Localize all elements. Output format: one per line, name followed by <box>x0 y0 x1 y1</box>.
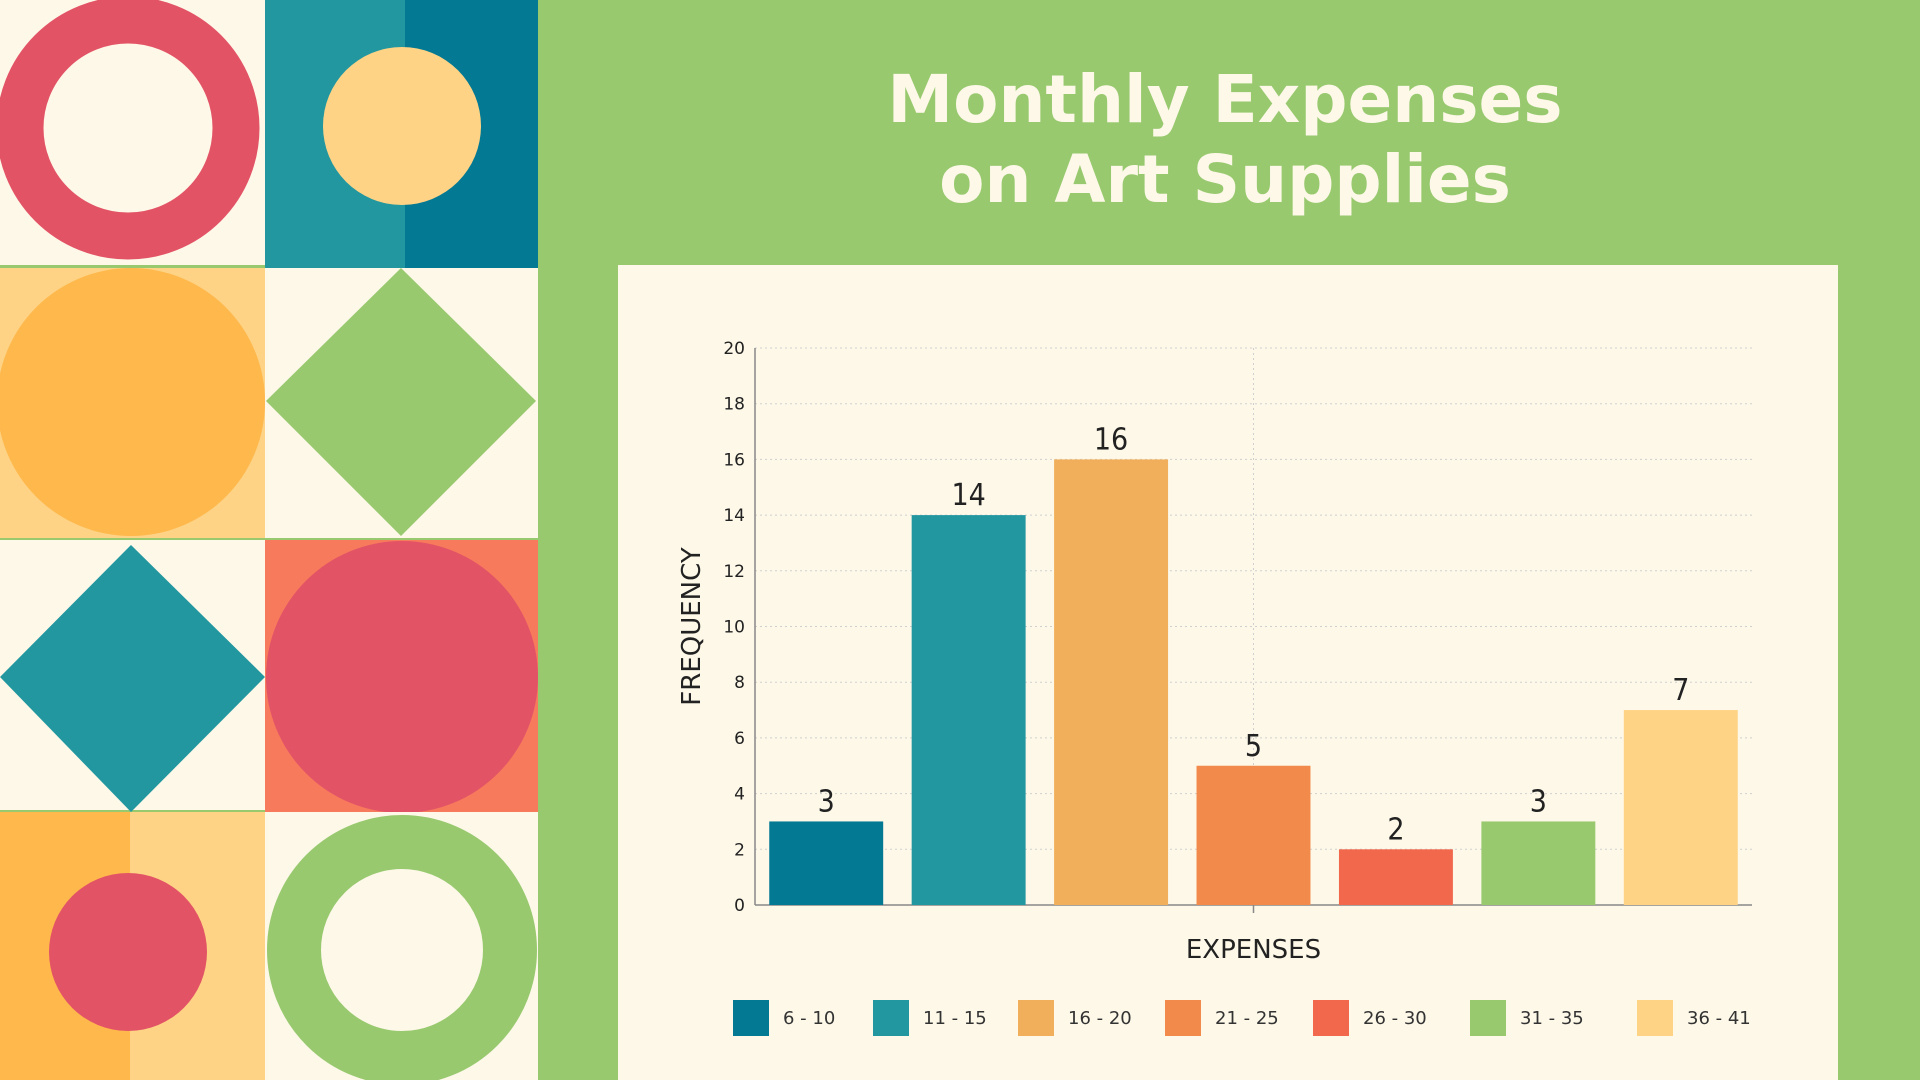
red-circle-shape <box>266 541 538 813</box>
y-tick-label: 16 <box>723 450 745 470</box>
y-axis-label: FREQUENCY <box>677 547 707 706</box>
bar <box>911 515 1026 905</box>
decorative-pattern <box>0 0 538 1080</box>
y-tick-label: 6 <box>734 729 745 749</box>
data-label: 14 <box>951 478 985 513</box>
yellow-circle-shape <box>323 47 481 205</box>
legend-swatch <box>873 1000 909 1036</box>
legend-label: 16 - 20 <box>1068 1008 1132 1029</box>
legend-swatch <box>1165 1000 1201 1036</box>
y-tick-label: 14 <box>723 506 745 526</box>
legend-label: 6 - 10 <box>783 1008 836 1029</box>
red-circle-small-shape <box>49 873 207 1031</box>
orange-circle-shape <box>0 268 265 536</box>
legend-label: 11 - 15 <box>923 1008 987 1029</box>
legend-swatch <box>1018 1000 1054 1036</box>
data-label: 7 <box>1672 673 1689 708</box>
bar <box>1623 710 1738 905</box>
data-label: 5 <box>1245 729 1262 764</box>
y-tick-label: 18 <box>723 395 745 415</box>
legend-label: 36 - 41 <box>1687 1008 1751 1029</box>
title-line-2: on Art Supplies <box>939 141 1511 218</box>
bar <box>1338 849 1453 905</box>
red-ring-shape <box>0 0 260 260</box>
bar <box>769 821 884 905</box>
y-tick-label: 20 <box>723 339 745 359</box>
x-axis-label: EXPENSES <box>1186 935 1321 965</box>
bar <box>1481 821 1596 905</box>
legend-swatch <box>1313 1000 1349 1036</box>
green-diamond-shape <box>266 268 536 536</box>
y-tick-label: 0 <box>734 896 745 916</box>
y-tick-label: 8 <box>734 673 745 693</box>
legend-label: 21 - 25 <box>1215 1008 1279 1029</box>
legend-swatch <box>1637 1000 1673 1036</box>
legend-label: 26 - 30 <box>1363 1008 1427 1029</box>
chart-legend: 6 - 10 11 - 15 16 - 20 21 - 25 26 - 30 31 - 3… <box>733 1000 1920 1040</box>
y-tick-label: 12 <box>723 562 745 582</box>
title-line-1: Monthly Expenses <box>887 61 1563 138</box>
page-title: Monthly Expenses on Art Supplies <box>720 60 1730 220</box>
teal-diamond-shape <box>0 545 265 812</box>
y-tick-label: 4 <box>734 785 745 805</box>
data-label: 16 <box>1094 422 1128 457</box>
y-tick-label: 10 <box>723 618 745 638</box>
y-tick-label: 2 <box>734 840 745 860</box>
data-label: 3 <box>1530 784 1547 819</box>
data-label: 2 <box>1387 812 1404 847</box>
chart-panel <box>618 265 1838 1080</box>
bar <box>1196 765 1311 905</box>
legend-label: 31 - 35 <box>1520 1008 1584 1029</box>
green-ring-shape <box>267 815 537 1080</box>
legend-swatch <box>733 1000 769 1036</box>
legend-swatch <box>1470 1000 1506 1036</box>
data-label: 3 <box>818 784 835 819</box>
bar <box>1054 459 1169 905</box>
